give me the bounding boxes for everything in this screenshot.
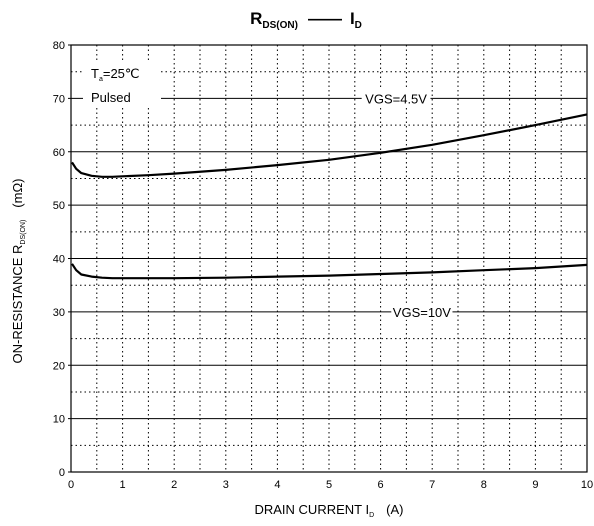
- x-tick-label: 0: [68, 479, 74, 491]
- series-labels: VGS=4.5V VGS=10V: [361, 89, 453, 320]
- y-label-unit: (mΩ): [10, 178, 25, 207]
- x-axis-label: DRAIN CURRENT ID (A): [254, 502, 403, 519]
- x-label-unit: (A): [386, 502, 403, 517]
- series-lines: [71, 113, 588, 280]
- series-label-background: [361, 89, 431, 107]
- ta-value: =25℃: [103, 66, 140, 81]
- x-tick-label: 2: [171, 479, 177, 491]
- x-tick-label: 8: [481, 479, 487, 491]
- x-tick-labels: 0 1 2 3 4 5 6 7 8 9 10: [68, 479, 593, 491]
- y-tick-label: 60: [53, 147, 65, 159]
- x-tick-label: 1: [120, 479, 126, 491]
- series-label-background: [391, 302, 453, 320]
- y-tick-labels: 0 10 20 30 40 50 60 70 80: [53, 40, 71, 479]
- title-r-sub: DS(ON): [262, 20, 298, 31]
- x-tick-label: 4: [274, 479, 280, 491]
- series-label-1: VGS=4.5V: [365, 91, 427, 106]
- series-line-2: [71, 263, 588, 280]
- x-tick-label: 5: [326, 479, 332, 491]
- y-tick-label: 0: [59, 467, 65, 479]
- y-tick-label: 50: [53, 200, 65, 212]
- ta-sub: a: [99, 76, 103, 83]
- ta-t: T: [91, 66, 99, 81]
- y-tick-label: 80: [53, 40, 65, 52]
- grid-lines: [71, 45, 587, 472]
- y-tick-label: 70: [53, 93, 65, 105]
- pulsed-annotation: Pulsed: [91, 90, 131, 105]
- x-label-main: DRAIN CURRENT I: [254, 502, 369, 517]
- x-tick-label: 7: [429, 479, 435, 491]
- chart-title: RDS(ON) —— ID: [250, 9, 362, 31]
- title-i-sub: D: [355, 20, 362, 31]
- x-tick-label: 3: [223, 479, 229, 491]
- title-r: R: [250, 9, 262, 28]
- y-label-main: ON-RESISTANCE R: [10, 245, 25, 364]
- annotation-background: [83, 60, 161, 108]
- y-label-sub: DS(ON): [20, 220, 27, 245]
- y-tick-label: 10: [53, 414, 65, 426]
- x-label-sub: D: [369, 512, 374, 519]
- series-label-2: VGS=10V: [393, 305, 452, 320]
- x-tick-label: 9: [532, 479, 538, 491]
- x-tick-label: 10: [581, 479, 593, 491]
- temperature-annotation: Ta=25℃: [91, 66, 140, 83]
- y-axis-label: ON-RESISTANCE RDS(ON) (mΩ): [10, 178, 27, 363]
- y-tick-label: 20: [53, 360, 65, 372]
- series-line-1: [71, 113, 588, 178]
- x-tick-label: 6: [378, 479, 384, 491]
- y-tick-label: 40: [53, 254, 65, 266]
- title-i: I: [350, 9, 355, 28]
- y-tick-label: 30: [53, 307, 65, 319]
